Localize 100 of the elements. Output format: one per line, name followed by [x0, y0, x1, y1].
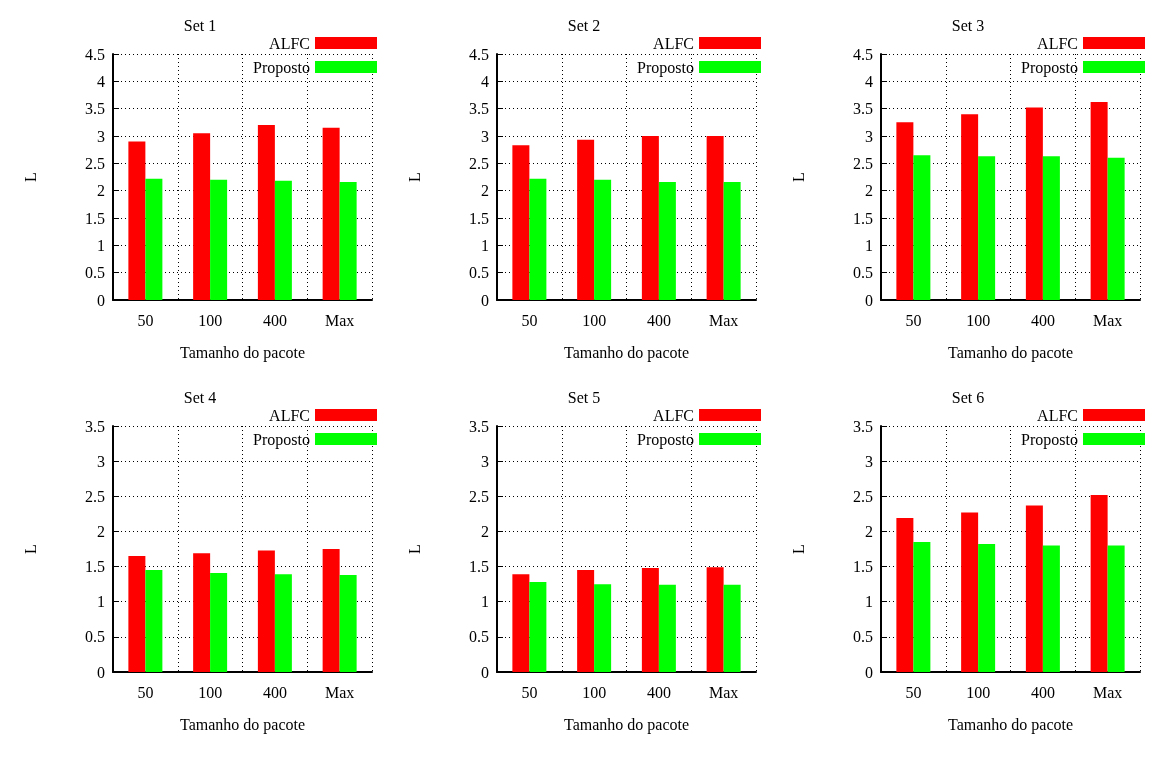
y-tick-label: 3.5	[853, 100, 873, 118]
legend-label: ALFC	[1037, 406, 1078, 424]
x-axis-title: Tamanho do pacote	[179, 343, 306, 362]
bar	[594, 584, 612, 672]
bar	[210, 572, 228, 672]
y-tick-label: 2.5	[469, 154, 489, 172]
bar	[1025, 505, 1043, 672]
y-tick-label: 0.5	[469, 264, 489, 282]
bar	[1042, 156, 1060, 300]
x-tick-label: 100	[966, 683, 991, 701]
y-axis-title: L	[21, 544, 39, 554]
y-tick-label: 0.5	[853, 628, 873, 646]
chart-title: Set 2	[567, 16, 601, 34]
x-tick-label: Max	[708, 683, 739, 701]
bar	[896, 122, 914, 300]
y-tick-label: 1	[481, 236, 489, 254]
legend-label: ALFC	[1037, 34, 1078, 52]
bar	[1042, 545, 1060, 672]
legend-label: Proposto	[637, 430, 694, 449]
bar	[577, 570, 595, 672]
bar	[913, 155, 931, 300]
bar	[512, 574, 530, 672]
legend-label: Proposto	[1021, 430, 1078, 449]
y-axis-title: L	[789, 544, 807, 554]
y-tick-label: 4.5	[853, 45, 873, 63]
y-tick-label: 2	[865, 182, 873, 200]
bar	[706, 136, 724, 300]
x-tick-label: 400	[1030, 683, 1055, 701]
y-tick-label: 2	[865, 522, 873, 540]
legend-label: ALFC	[269, 406, 310, 424]
x-tick-label: 50	[137, 311, 154, 329]
x-tick-label: Max	[708, 311, 739, 329]
bar	[1090, 102, 1108, 300]
y-tick-label: 4.5	[469, 45, 489, 63]
x-tick-label: 100	[966, 311, 991, 329]
bar	[145, 178, 163, 300]
y-tick-label: 1.5	[85, 209, 105, 227]
bar	[1107, 157, 1125, 300]
x-tick-label: Max	[1092, 683, 1123, 701]
chart-title: Set 3	[951, 16, 985, 34]
x-axis-title: Tamanho do pacote	[947, 343, 1074, 362]
bar	[896, 518, 914, 672]
y-tick-label: 0.5	[469, 628, 489, 646]
x-tick-label: 400	[646, 683, 671, 701]
y-tick-label: 3.5	[85, 417, 105, 435]
y-tick-label: 1	[481, 593, 489, 611]
x-axis-title: Tamanho do pacote	[563, 343, 690, 362]
legend-label: Proposto	[253, 430, 310, 449]
x-tick-label: 100	[582, 683, 607, 701]
bar	[706, 567, 724, 672]
y-tick-label: 2	[481, 522, 489, 540]
legend-label: ALFC	[653, 406, 694, 424]
y-tick-label: 0	[481, 291, 489, 309]
y-tick-label: 3	[97, 127, 105, 145]
y-tick-label: 2	[97, 522, 105, 540]
y-tick-label: 0	[865, 663, 873, 681]
legend-label: ALFC	[653, 34, 694, 52]
chart-title: Set 4	[183, 388, 217, 406]
y-tick-label: 3	[481, 452, 489, 470]
x-tick-label: 50	[521, 311, 538, 329]
x-tick-label: 50	[905, 311, 922, 329]
legend-label: ALFC	[269, 34, 310, 52]
y-tick-label: 1	[865, 593, 873, 611]
legend-label: Proposto	[637, 58, 694, 77]
y-tick-label: 2	[97, 182, 105, 200]
y-tick-label: 3	[865, 452, 873, 470]
bar	[529, 582, 547, 672]
y-tick-label: 4	[865, 72, 873, 90]
bar	[322, 127, 340, 300]
y-tick-label: 3.5	[853, 417, 873, 435]
y-tick-label: 3.5	[469, 417, 489, 435]
bar	[658, 584, 676, 672]
y-tick-label: 0	[481, 663, 489, 681]
chart-title: Set 1	[183, 16, 217, 34]
x-tick-label: 50	[521, 683, 538, 701]
y-tick-label: 3.5	[85, 100, 105, 118]
bar	[210, 179, 228, 300]
x-tick-label: 100	[582, 311, 607, 329]
chart-title: Set 5	[567, 388, 601, 406]
x-tick-label: 50	[905, 683, 922, 701]
y-tick-label: 3	[97, 452, 105, 470]
bar	[339, 181, 357, 300]
y-tick-label: 1	[865, 236, 873, 254]
x-axis-title: Tamanho do pacote	[947, 715, 1074, 734]
x-tick-label: 400	[646, 311, 671, 329]
y-tick-label: 0	[865, 291, 873, 309]
y-tick-label: 0	[97, 663, 105, 681]
y-tick-label: 0.5	[85, 628, 105, 646]
bar	[257, 125, 275, 300]
bar	[641, 136, 659, 300]
bar	[128, 556, 146, 672]
x-tick-label: 400	[1030, 311, 1055, 329]
y-tick-label: 3.5	[469, 100, 489, 118]
bar	[322, 549, 340, 672]
x-tick-label: Max	[324, 683, 355, 701]
bar	[978, 544, 996, 672]
y-tick-label: 0.5	[853, 264, 873, 282]
y-tick-label: 1.5	[853, 209, 873, 227]
y-tick-label: 2.5	[85, 487, 105, 505]
bar	[723, 584, 741, 672]
